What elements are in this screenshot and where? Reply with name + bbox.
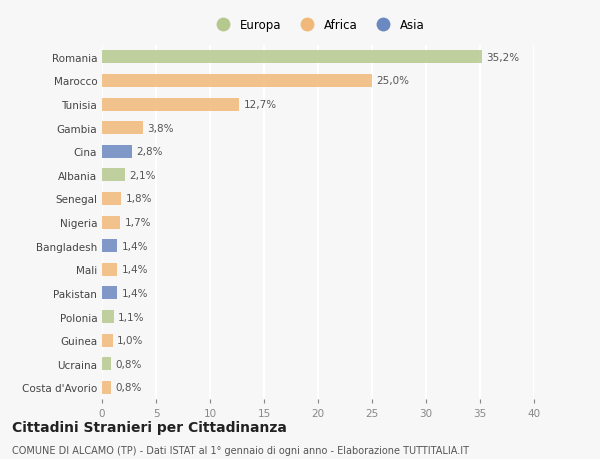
- Text: 12,7%: 12,7%: [244, 100, 277, 110]
- Text: 2,8%: 2,8%: [137, 147, 163, 157]
- Text: 1,0%: 1,0%: [117, 336, 143, 346]
- Text: 1,8%: 1,8%: [126, 194, 152, 204]
- Bar: [102, 334, 113, 347]
- Text: 1,4%: 1,4%: [121, 241, 148, 251]
- Bar: [102, 122, 143, 135]
- Text: 0,8%: 0,8%: [115, 359, 142, 369]
- Bar: [102, 381, 110, 394]
- Bar: [102, 75, 372, 88]
- Text: 1,1%: 1,1%: [118, 312, 145, 322]
- Bar: [102, 263, 117, 276]
- Bar: [102, 51, 482, 64]
- Bar: [102, 193, 121, 206]
- Text: 25,0%: 25,0%: [376, 76, 409, 86]
- Text: COMUNE DI ALCAMO (TP) - Dati ISTAT al 1° gennaio di ogni anno - Elaborazione TUT: COMUNE DI ALCAMO (TP) - Dati ISTAT al 1°…: [12, 445, 469, 455]
- Bar: [102, 287, 117, 300]
- Text: 1,7%: 1,7%: [125, 218, 151, 228]
- Text: Cittadini Stranieri per Cittadinanza: Cittadini Stranieri per Cittadinanza: [12, 420, 287, 434]
- Text: 0,8%: 0,8%: [115, 382, 142, 392]
- Text: 1,4%: 1,4%: [121, 265, 148, 275]
- Bar: [102, 358, 110, 370]
- Text: 3,8%: 3,8%: [148, 123, 174, 134]
- Bar: [102, 98, 239, 111]
- Bar: [102, 216, 121, 229]
- Text: 2,1%: 2,1%: [129, 170, 155, 180]
- Text: 35,2%: 35,2%: [487, 53, 520, 63]
- Bar: [102, 240, 117, 252]
- Text: 1,4%: 1,4%: [121, 288, 148, 298]
- Legend: Europa, Africa, Asia: Europa, Africa, Asia: [206, 14, 430, 36]
- Bar: [102, 310, 114, 323]
- Bar: [102, 146, 132, 158]
- Bar: [102, 169, 125, 182]
